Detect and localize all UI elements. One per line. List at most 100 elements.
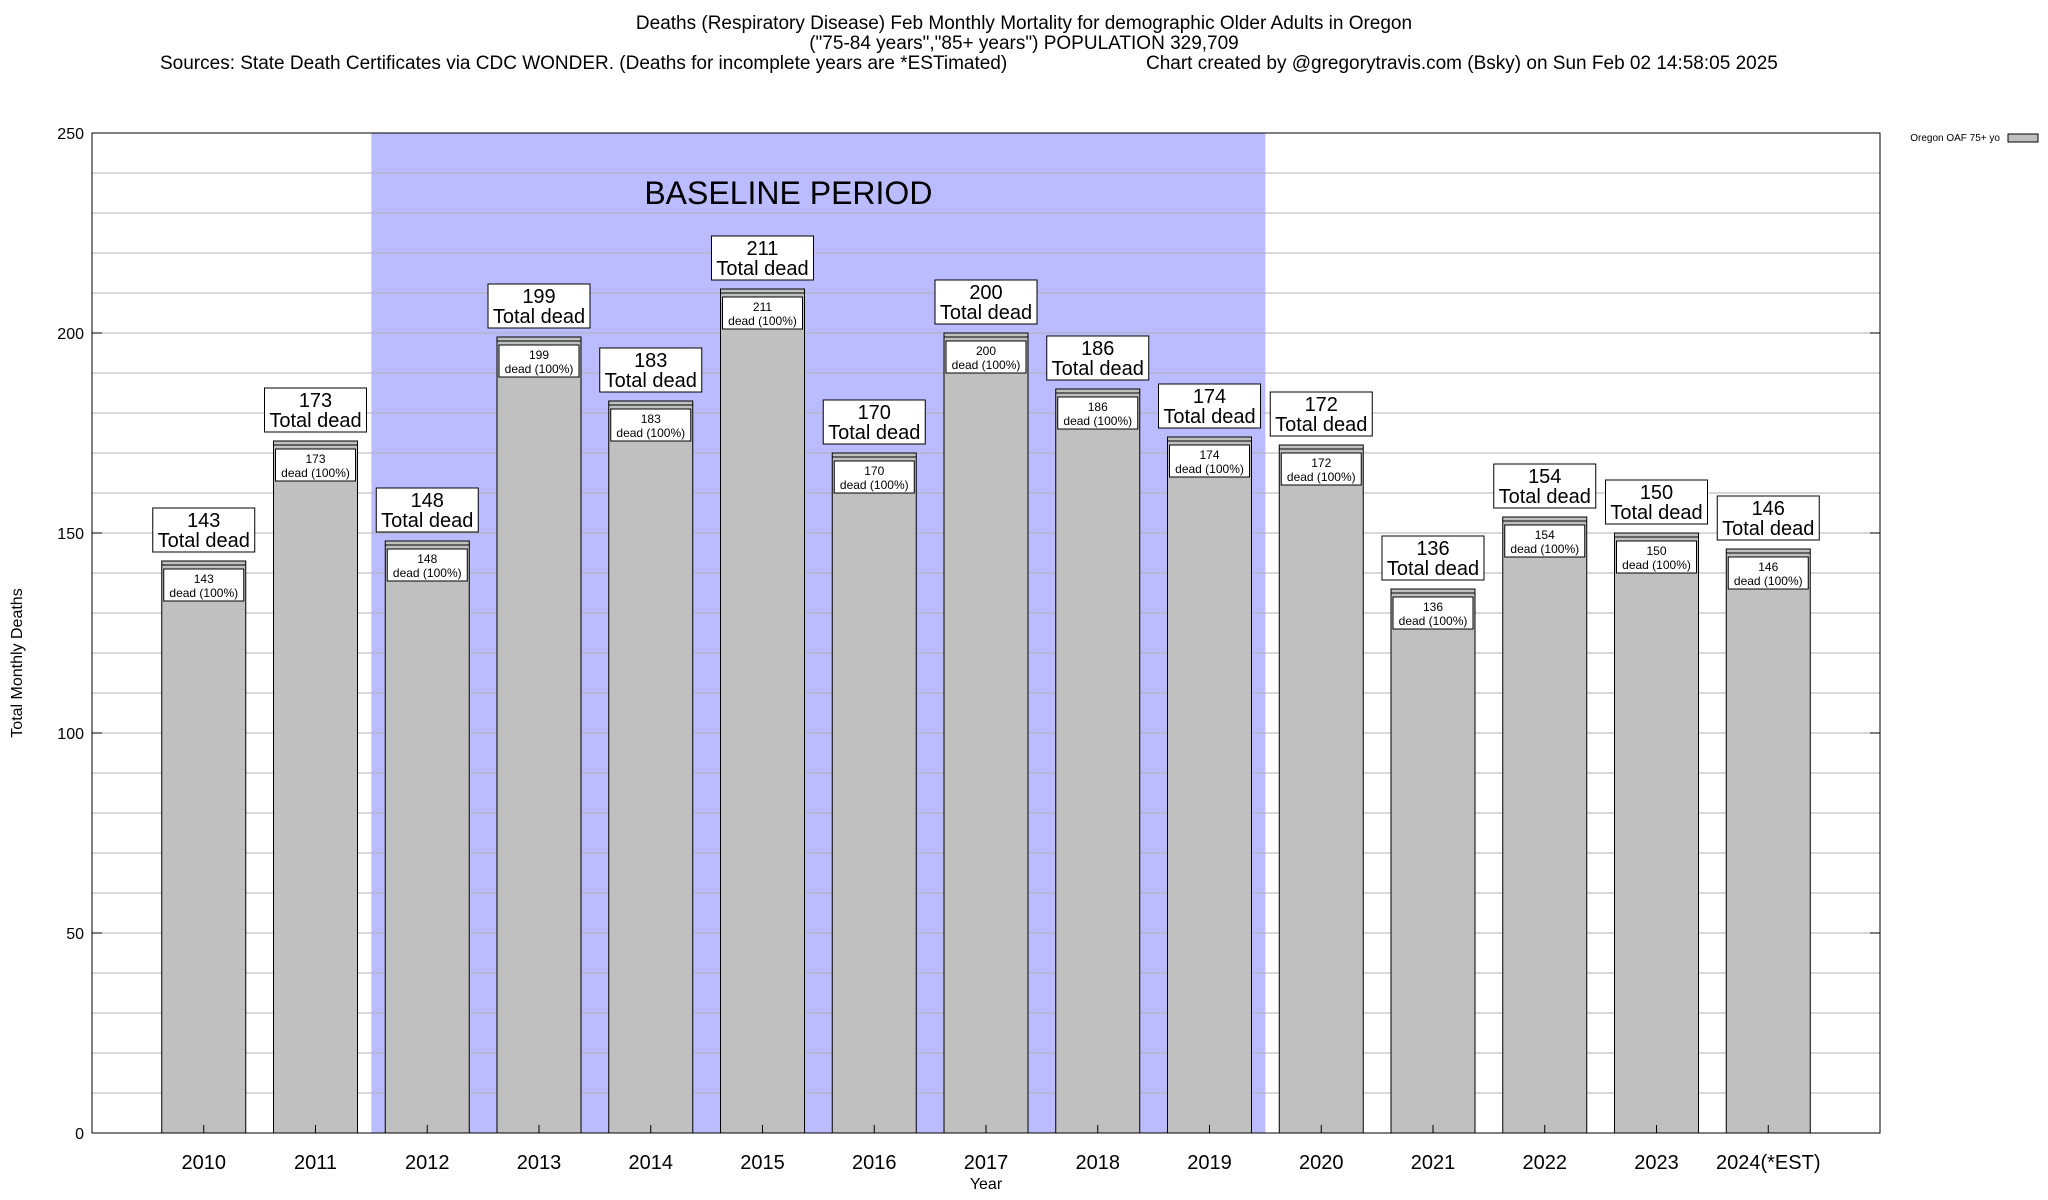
outer-value-label: 148	[411, 490, 444, 512]
x-tick-label: 2012	[405, 1152, 450, 1174]
outer-value-label: 200	[969, 282, 1002, 304]
inner-value-label: 173	[305, 452, 325, 466]
y-tick-label: 150	[57, 526, 84, 543]
x-tick-label: 2024(*EST)	[1716, 1152, 1821, 1174]
x-axis-title: Year	[970, 1176, 1003, 1193]
chart-subtitle: ("75-84 years","85+ years") POPULATION 3…	[809, 33, 1239, 54]
inner-pct-label: dead (100%)	[393, 566, 462, 580]
chart-credit: Chart created by @gregorytravis.com (Bsk…	[1146, 53, 1778, 74]
bar	[720, 288, 805, 1134]
outer-total-label: Total dead	[828, 422, 920, 444]
legend-label: Oregon OAF 75+ yo	[1910, 133, 2000, 144]
outer-total-label: Total dead	[1610, 502, 1702, 524]
outer-total-label: Total dead	[1387, 558, 1479, 580]
inner-pct-label: dead (100%)	[728, 314, 797, 328]
y-axis-title: Total Monthly Deaths	[9, 588, 26, 737]
inner-value-label: 143	[194, 572, 214, 586]
outer-value-label: 154	[1528, 466, 1561, 488]
bar	[1614, 532, 1699, 1134]
inner-value-label: 174	[1199, 448, 1219, 462]
inner-label-box	[498, 344, 580, 378]
inner-label-box	[833, 460, 915, 494]
x-tick-label: 2021	[1411, 1152, 1456, 1174]
inner-value-label: 150	[1646, 544, 1666, 558]
bar	[1055, 388, 1141, 1134]
x-tick-label: 2017	[964, 1152, 1009, 1174]
inner-value-label: 146	[1758, 560, 1778, 574]
inner-pct-label: dead (100%)	[1734, 574, 1803, 588]
bar	[273, 440, 358, 1134]
outer-value-label: 174	[1193, 386, 1226, 408]
bar	[1278, 444, 1364, 1134]
inner-value-label: 199	[529, 348, 549, 362]
inner-value-label: 200	[976, 344, 996, 358]
outer-label-box	[934, 279, 1038, 325]
outer-total-label: Total dead	[1499, 486, 1591, 508]
y-tick-label: 250	[57, 126, 84, 143]
x-tick-label: 2018	[1076, 1152, 1121, 1174]
legend-swatch	[2007, 133, 2039, 143]
outer-total-label: Total dead	[1722, 518, 1814, 540]
y-tick-label: 100	[57, 726, 84, 743]
outer-label-box	[152, 507, 256, 553]
outer-label-box	[711, 235, 814, 281]
outer-value-label: 199	[522, 286, 555, 308]
bar	[831, 452, 917, 1134]
inner-value-label: 170	[864, 464, 884, 478]
inner-value-label: 148	[417, 552, 437, 566]
inner-pct-label: dead (100%)	[1399, 614, 1468, 628]
x-tick-label: 2019	[1187, 1152, 1232, 1174]
inner-label-box	[945, 340, 1027, 374]
bar	[1502, 516, 1588, 1134]
bar	[384, 540, 470, 1134]
inner-label-box	[1169, 444, 1250, 478]
outer-total-label: Total dead	[605, 370, 697, 392]
outer-value-label: 143	[187, 510, 220, 532]
inner-label-box	[1280, 452, 1362, 486]
inner-value-label: 186	[1088, 400, 1108, 414]
chart-sources: Sources: State Death Certificates via CD…	[160, 53, 1008, 74]
x-tick-label: 2016	[852, 1152, 897, 1174]
outer-value-label: 211	[747, 238, 779, 260]
bar	[608, 400, 694, 1134]
outer-total-label: Total dead	[1052, 358, 1144, 380]
outer-label-box	[1716, 495, 1820, 541]
outer-total-label: Total dead	[1275, 414, 1367, 436]
inner-label-box	[275, 448, 356, 482]
inner-label-box	[722, 296, 803, 330]
outer-value-label: 146	[1752, 498, 1785, 520]
outer-label-box	[1046, 335, 1150, 381]
inner-pct-label: dead (100%)	[1622, 558, 1691, 572]
bar	[943, 332, 1029, 1134]
baseline-period-label: BASELINE PERIOD	[644, 175, 932, 211]
outer-label-box	[1493, 463, 1597, 509]
outer-value-label: 186	[1081, 338, 1114, 360]
inner-pct-label: dead (100%)	[840, 478, 909, 492]
x-tick-label: 2013	[517, 1152, 562, 1174]
inner-pct-label: dead (100%)	[616, 426, 685, 440]
outer-label-box	[375, 487, 479, 533]
outer-label-box	[1158, 383, 1261, 429]
inner-label-box	[1616, 540, 1697, 574]
outer-value-label: 183	[634, 350, 667, 372]
inner-label-box	[1727, 556, 1809, 590]
inner-label-box	[1057, 396, 1139, 430]
inner-pct-label: dead (100%)	[169, 586, 238, 600]
inner-pct-label: dead (100%)	[281, 466, 350, 480]
inner-pct-label: dead (100%)	[1175, 462, 1244, 476]
x-tick-label: 2022	[1523, 1152, 1568, 1174]
bar	[1725, 548, 1811, 1134]
bar	[496, 336, 582, 1134]
inner-value-label: 183	[641, 412, 661, 426]
outer-label-box	[1605, 479, 1708, 525]
outer-value-label: 150	[1640, 482, 1673, 504]
inner-label-box	[163, 568, 245, 602]
outer-label-box	[599, 347, 703, 393]
x-tick-label: 2011	[294, 1152, 337, 1174]
inner-label-box	[1504, 524, 1586, 558]
outer-total-label: Total dead	[158, 530, 250, 552]
x-tick-label: 2020	[1299, 1152, 1344, 1174]
bar	[1167, 436, 1252, 1134]
inner-value-label: 154	[1535, 528, 1555, 542]
